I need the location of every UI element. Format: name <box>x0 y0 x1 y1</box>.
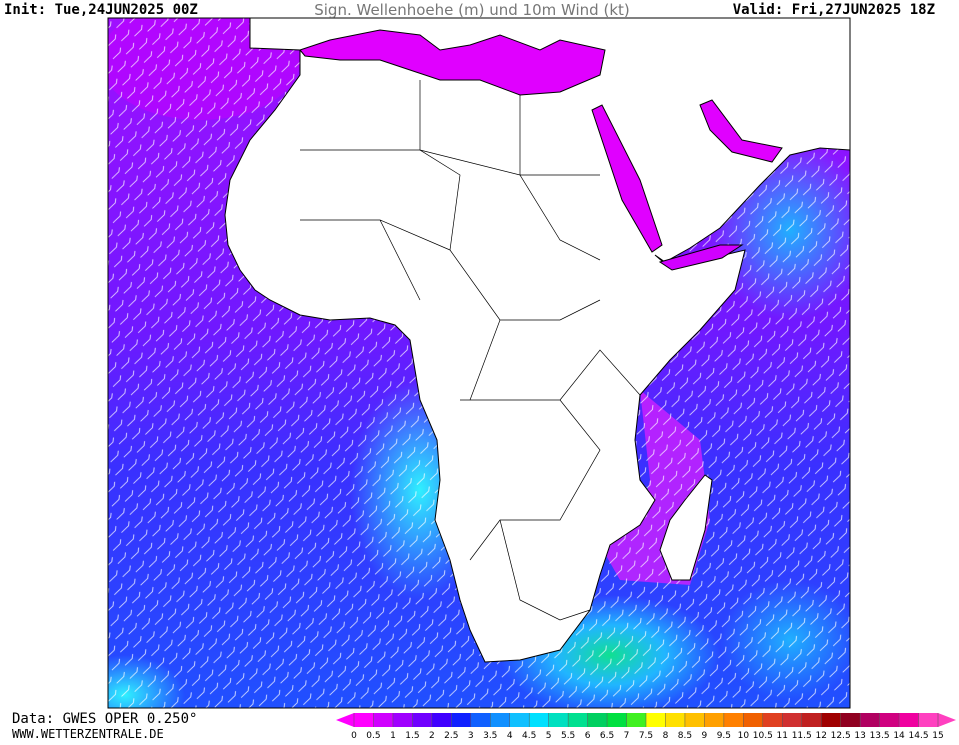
colorbar-segment <box>821 713 841 727</box>
colorbar-label: 1 <box>390 731 396 741</box>
colorbar-label: 2 <box>429 731 435 741</box>
colorbar-segment <box>548 713 569 727</box>
colorbar-segment <box>723 713 744 727</box>
colorbar-segment <box>860 713 880 727</box>
colorbar-label: 11.5 <box>792 731 812 741</box>
colorbar-segment <box>470 713 491 727</box>
map <box>108 18 850 708</box>
mediterranean <box>299 29 606 96</box>
colorbar-segment <box>646 713 666 727</box>
colorbar-label: 0 <box>351 731 357 741</box>
colorbar-label: 13 <box>854 731 865 741</box>
valid-label: Valid: Fri,27JUN2025 18Z <box>733 2 935 18</box>
colorbar-label: 14.5 <box>909 731 929 741</box>
colorbar-label: 1.5 <box>405 731 419 741</box>
colorbar-label: 9 <box>702 731 708 741</box>
init-label: Init: Tue,24JUN2025 00Z <box>4 2 198 18</box>
colorbar-label: 4.5 <box>522 731 536 741</box>
colorbar-label: 4 <box>507 731 513 741</box>
colorbar-label: 15 <box>932 731 943 741</box>
source-label: Data: GWES OPER 0.250° <box>12 711 197 727</box>
madagascar <box>659 474 713 581</box>
colorbar-segment <box>412 713 432 727</box>
colorbar-label: 14 <box>893 731 905 741</box>
colorbar-label: 6 <box>585 731 591 741</box>
colorbar-segment <box>899 713 919 727</box>
colorbar-label: 10.5 <box>753 731 773 741</box>
borders <box>300 80 641 621</box>
colorbar-label: 8.5 <box>678 731 692 741</box>
colorbar-label: 5 <box>546 731 552 741</box>
colorbar-segment <box>704 713 724 727</box>
colorbar-label: 3.5 <box>483 731 497 741</box>
colorbar-segment <box>431 713 452 727</box>
colorbar-over <box>938 713 956 727</box>
colorbar-label: 10 <box>738 731 750 741</box>
colorbar-segment <box>451 713 471 727</box>
land <box>224 18 850 663</box>
colorbar-under <box>336 713 354 727</box>
colorbar-segment <box>626 713 646 727</box>
colorbar-label: 7.5 <box>639 731 653 741</box>
colorbar-segment <box>665 713 685 727</box>
colorbar-segment <box>392 713 413 727</box>
colorbar-segment <box>918 713 938 727</box>
colorbar-label: 2.5 <box>444 731 458 741</box>
colorbar-segment <box>568 713 588 727</box>
colorbar-label: 3 <box>468 731 474 741</box>
colorbar-label: 5.5 <box>561 731 575 741</box>
colorbar: 0 0.5 1 1.5 2 2.5 3 3.5 4 4.5 5 5.5 6 6.5 7 7.5 8 8.5 9 9.5… <box>336 713 956 741</box>
colorbar-segment <box>879 713 900 727</box>
colorbar-segment <box>490 713 510 727</box>
colorbar-label: 9.5 <box>717 731 731 741</box>
colorbar-segment <box>684 713 705 727</box>
colorbar-segment <box>529 713 549 727</box>
site-label: WWW.WETTERZENTRALE.DE <box>12 727 164 741</box>
colorbar-segment <box>782 713 802 727</box>
colorbar-segment <box>801 713 822 727</box>
colorbar-segment <box>509 713 530 727</box>
colorbar-segment <box>840 713 861 727</box>
colorbar-segment <box>607 713 627 727</box>
colorbar-segment <box>743 713 763 727</box>
colorbar-label: 0.5 <box>366 731 380 741</box>
colorbar-label: 12.5 <box>831 731 851 741</box>
red-sea <box>591 104 663 253</box>
persian-gulf <box>699 99 783 163</box>
colorbar-label: 12 <box>815 731 826 741</box>
colorbar-label: 7 <box>624 731 630 741</box>
colorbar-segment <box>762 713 783 727</box>
colorbar-label: 11 <box>777 731 788 741</box>
colorbar-segment <box>373 713 393 727</box>
colorbar-segment <box>354 713 374 727</box>
colorbar-segment <box>587 713 608 727</box>
title: Sign. Wellenhoehe (m) und 10m Wind (kt) <box>314 1 630 19</box>
gulf-of-aden <box>658 244 744 271</box>
colorbar-label: 13.5 <box>870 731 890 741</box>
map-frame <box>107 17 851 709</box>
colorbar-label: 6.5 <box>600 731 614 741</box>
colorbar-label: 8 <box>663 731 669 741</box>
